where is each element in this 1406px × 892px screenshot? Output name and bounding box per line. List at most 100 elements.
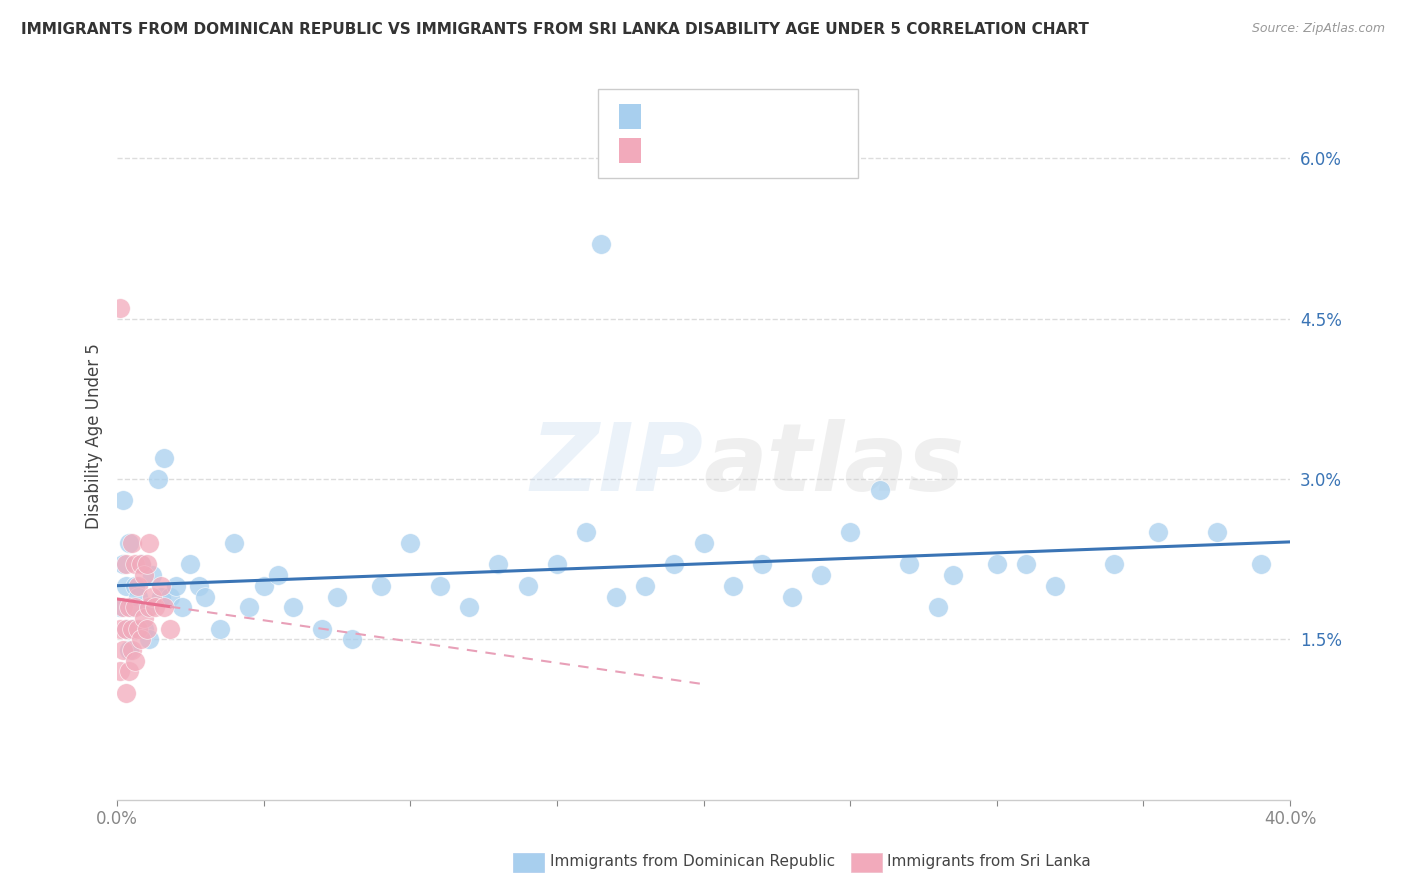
Point: [224, 536, 246, 550]
Point: [108, 622, 131, 636]
Point: [159, 590, 181, 604]
Point: [129, 558, 152, 572]
Point: [340, 632, 363, 647]
Point: [121, 536, 143, 550]
Point: [1102, 558, 1125, 572]
Point: [143, 600, 166, 615]
Point: [869, 483, 891, 497]
Text: 63: 63: [776, 108, 799, 126]
Point: [118, 665, 141, 679]
Point: [124, 600, 146, 615]
Point: [118, 643, 141, 657]
Point: [115, 558, 138, 572]
Point: [458, 600, 481, 615]
Point: [108, 301, 131, 315]
Point: [839, 525, 862, 540]
Point: [124, 654, 146, 668]
Point: [634, 579, 657, 593]
Point: [1015, 558, 1038, 572]
Text: R =: R =: [650, 142, 686, 160]
Point: [115, 622, 138, 636]
Text: Immigrants from Sri Lanka: Immigrants from Sri Lanka: [887, 855, 1091, 869]
Point: [115, 622, 138, 636]
Point: [132, 611, 155, 625]
Point: [112, 600, 135, 615]
Point: [115, 686, 138, 700]
Point: [153, 600, 176, 615]
Point: [311, 622, 333, 636]
Point: [132, 568, 155, 582]
Point: [575, 525, 598, 540]
Point: [486, 558, 509, 572]
Point: [153, 450, 176, 465]
Point: [429, 579, 451, 593]
Point: [112, 643, 135, 657]
Point: [942, 568, 965, 582]
Point: [108, 600, 131, 615]
Point: [121, 643, 143, 657]
Point: [179, 558, 201, 572]
Point: [1205, 525, 1227, 540]
Point: [112, 493, 135, 508]
Point: [605, 590, 627, 604]
Point: [127, 622, 149, 636]
Text: ZIP: ZIP: [530, 419, 703, 511]
Text: atlas: atlas: [703, 419, 965, 511]
Point: [253, 579, 276, 593]
Point: [370, 579, 392, 593]
Point: [721, 579, 744, 593]
Point: [112, 558, 135, 572]
Point: [141, 590, 163, 604]
Point: [238, 600, 260, 615]
Text: N =: N =: [738, 108, 775, 126]
Point: [121, 600, 143, 615]
Point: [150, 579, 173, 593]
Point: [1147, 525, 1170, 540]
Point: [138, 536, 160, 550]
Point: [897, 558, 920, 572]
Point: [986, 558, 1008, 572]
Point: [141, 568, 163, 582]
Point: [326, 590, 349, 604]
Point: [165, 579, 187, 593]
Point: [121, 622, 143, 636]
Point: [810, 568, 832, 582]
Point: [121, 622, 143, 636]
Point: [127, 590, 149, 604]
Point: [267, 568, 290, 582]
Point: [589, 236, 612, 251]
Point: [132, 622, 155, 636]
Point: [399, 536, 422, 550]
Point: [138, 632, 160, 647]
Point: [118, 600, 141, 615]
Point: [1045, 579, 1067, 593]
Point: [751, 558, 773, 572]
Point: [135, 558, 157, 572]
Point: [124, 579, 146, 593]
Y-axis label: Disability Age Under 5: Disability Age Under 5: [86, 343, 103, 529]
Point: [150, 590, 173, 604]
Point: [188, 579, 211, 593]
Point: [129, 558, 152, 572]
Point: [664, 558, 686, 572]
Text: 0.395: 0.395: [686, 142, 738, 160]
Point: [208, 622, 231, 636]
Point: [129, 632, 152, 647]
Point: [135, 622, 157, 636]
Text: Source: ZipAtlas.com: Source: ZipAtlas.com: [1251, 22, 1385, 36]
Text: 0.196: 0.196: [686, 108, 738, 126]
Point: [281, 600, 304, 615]
Text: R =: R =: [650, 108, 686, 126]
Point: [118, 536, 141, 550]
Point: [159, 622, 181, 636]
Point: [170, 600, 193, 615]
Point: [516, 579, 538, 593]
Point: [124, 558, 146, 572]
Point: [138, 600, 160, 615]
Point: [108, 665, 131, 679]
Point: [780, 590, 803, 604]
Point: [692, 536, 714, 550]
Text: Immigrants from Dominican Republic: Immigrants from Dominican Republic: [550, 855, 835, 869]
Text: IMMIGRANTS FROM DOMINICAN REPUBLIC VS IMMIGRANTS FROM SRI LANKA DISABILITY AGE U: IMMIGRANTS FROM DOMINICAN REPUBLIC VS IM…: [21, 22, 1090, 37]
Point: [546, 558, 568, 572]
